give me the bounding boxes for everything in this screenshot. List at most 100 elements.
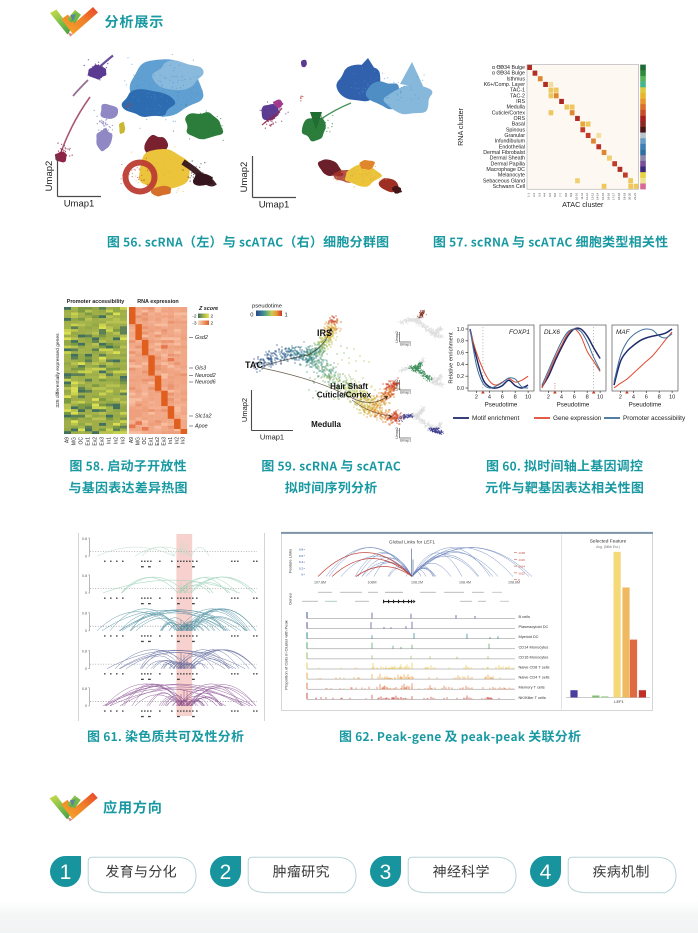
svg-text:DLX6: DLX6 [544,329,560,336]
svg-text:17-17: 17-17 [612,192,616,199]
svg-text:ORS: ORS [514,116,526,122]
svg-text:In3: In3 [121,437,127,444]
svg-text:α CD34 Bulge: α CD34 Bulge [492,65,525,71]
svg-text:Umap1: Umap1 [260,433,284,442]
svg-text:8: 8 [514,395,517,401]
svg-text:12-12: 12-12 [585,192,589,199]
svg-text:Endothelial: Endothelial [499,144,525,150]
svg-text:Low: Low [498,70,504,74]
svg-text:OC: OC [142,437,148,445]
svg-text:18-18: 18-18 [617,192,621,199]
svg-text:15-15: 15-15 [601,192,605,199]
svg-text:1.0: 1.0 [457,327,464,333]
svg-text:1: 1 [285,313,288,319]
svg-text:ATAC cluster: ATAC cluster [562,200,604,209]
svg-text:Ex3: Ex3 [161,437,167,446]
svg-text:11-11: 11-11 [580,193,584,200]
svg-text:10: 10 [597,395,603,401]
svg-text:IRS: IRS [516,99,525,105]
svg-text:Neurod6: Neurod6 [195,380,216,386]
svg-text:pseudotime: pseudotime [252,304,282,310]
svg-text:0.2: 0.2 [457,374,464,380]
svg-text:0.0: 0.0 [457,386,464,392]
svg-text:Gsd2: Gsd2 [195,335,208,341]
svg-text:Cuticle/Cortex: Cuticle/Cortex [317,391,372,400]
svg-text:-3: -3 [192,321,197,327]
svg-text:Umap2: Umap2 [239,162,250,193]
svg-text:K6+/Comp. Layer: K6+/Comp. Layer [484,82,526,88]
svg-text:Dermal Sheath: Dermal Sheath [490,156,525,162]
svg-text:Neurod2: Neurod2 [195,373,216,379]
svg-text:Basal: Basal [512,122,525,128]
svg-text:325 differentially expressed g: 325 differentially expressed genes [55,333,61,408]
svg-text:Spinous: Spinous [506,127,525,133]
svg-text:Umap1: Umap1 [400,391,412,395]
svg-text:High: High [497,64,504,68]
svg-text:Melanocyte: Melanocyte [498,173,525,179]
svg-text:Pseudotime: Pseudotime [629,402,662,409]
svg-text:10: 10 [525,395,531,401]
svg-text:Ex1: Ex1 [149,437,155,446]
svg-text:9-9: 9-9 [569,193,573,197]
svg-text:2: 2 [547,395,550,401]
svg-text:2: 2 [211,321,214,327]
svg-text:TAC-1: TAC-1 [510,88,525,94]
svg-text:10: 10 [669,395,675,401]
svg-text:2: 2 [211,314,214,320]
svg-text:14-14: 14-14 [596,192,600,199]
svg-text:5-5: 5-5 [548,193,552,197]
svg-text:13-13: 13-13 [590,192,594,199]
svg-text:2: 2 [475,395,478,401]
svg-text:8-8: 8-8 [564,193,568,197]
svg-text:16-16: 16-16 [606,192,610,199]
svg-text:-2: -2 [192,314,197,320]
svg-text:A9: A9 [129,437,135,443]
svg-text:2-2: 2-2 [532,193,536,197]
svg-text:Macrophage DC: Macrophage DC [486,167,525,173]
svg-text:20-20: 20-20 [628,192,632,199]
svg-text:Ex1: Ex1 [86,437,92,446]
svg-text:Dermal Papilla: Dermal Papilla [491,161,525,167]
svg-text:6: 6 [573,395,576,401]
svg-text:Infundibulum: Infundibulum [495,139,526,145]
svg-text:0.4: 0.4 [457,362,464,368]
svg-text:Umap2: Umap2 [395,427,399,439]
svg-text:Medulla: Medulla [311,420,341,429]
svg-text:FOXP1: FOXP1 [509,329,530,336]
svg-text:Schwann Cell: Schwann Cell [493,184,525,190]
svg-text:Promoter accessibility: Promoter accessibility [623,415,686,422]
svg-text:4: 4 [488,395,491,401]
svg-text:Gls3: Gls3 [195,366,206,372]
svg-text:In1: In1 [107,437,113,444]
svg-text:4: 4 [632,395,635,401]
svg-text:Motif enrichment: Motif enrichment [472,415,519,422]
svg-text:MG: MG [72,437,78,445]
svg-text:0: 0 [250,313,253,319]
svg-text:7-7: 7-7 [559,193,563,197]
svg-text:MAF: MAF [616,329,631,336]
svg-text:Umap1: Umap1 [64,199,95,210]
svg-text:Apoe: Apoe [194,424,208,430]
svg-text:Cuticle/Cortex: Cuticle/Cortex [492,110,526,116]
svg-text:In3: In3 [181,437,187,444]
svg-text:MG: MG [136,437,142,445]
svg-text:Umap1: Umap1 [400,439,412,443]
svg-text:Hair Shaft: Hair Shaft [330,382,368,391]
svg-text:α CD34 Bulge: α CD34 Bulge [492,71,525,77]
svg-text:Pseudotime: Pseudotime [557,402,590,409]
svg-text:4-4: 4-4 [543,193,547,197]
svg-text:Umap2: Umap2 [44,161,55,192]
svg-text:A9: A9 [65,437,71,443]
svg-text:In2: In2 [114,437,120,444]
svg-text:RNA cluster: RNA cluster [456,107,465,146]
svg-text:2: 2 [619,395,622,401]
svg-text:RNA expression: RNA expression [137,299,178,305]
svg-text:0.8: 0.8 [457,339,464,345]
svg-text:19-19: 19-19 [622,192,626,199]
svg-text:6-6: 6-6 [553,193,557,197]
svg-text:Slc1a2: Slc1a2 [195,414,211,420]
svg-text:0.6: 0.6 [457,350,464,356]
svg-text:Umap2: Umap2 [240,398,249,422]
svg-text:Ex2: Ex2 [155,437,161,446]
svg-text:Medulla: Medulla [506,105,525,111]
